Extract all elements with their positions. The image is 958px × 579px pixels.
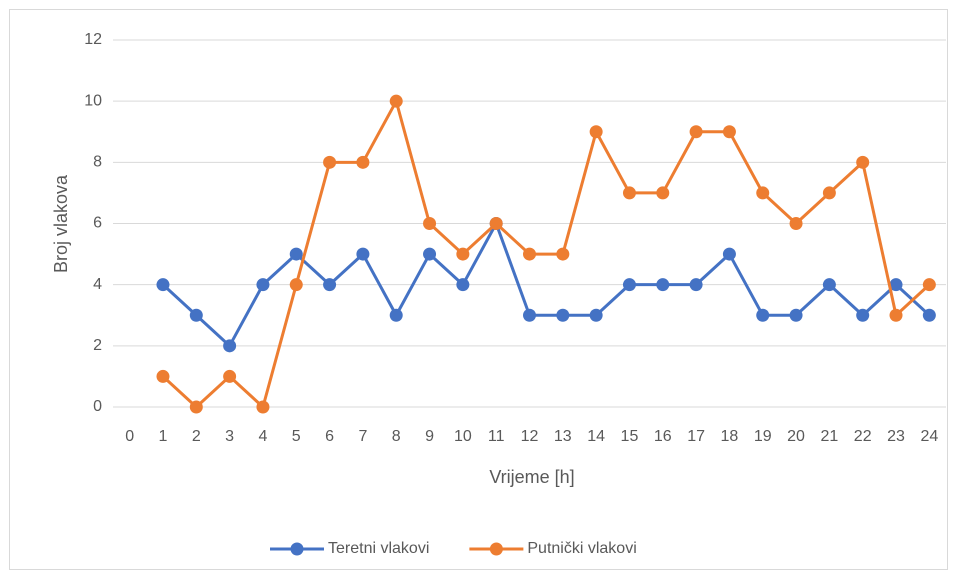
x-tick-label: 2: [192, 428, 201, 445]
data-point: [689, 278, 703, 292]
legend-marker: [290, 542, 304, 556]
data-point: [822, 186, 836, 200]
data-point: [622, 278, 636, 292]
y-tick-label: 10: [84, 92, 102, 109]
data-point: [822, 278, 836, 292]
x-tick-label: 23: [887, 428, 905, 445]
data-point: [289, 247, 303, 261]
data-point: [922, 308, 936, 322]
data-point: [789, 308, 803, 322]
data-point: [922, 278, 936, 292]
data-point: [356, 155, 370, 169]
data-point: [756, 186, 770, 200]
y-tick-label: 8: [93, 154, 102, 171]
data-point: [223, 339, 237, 353]
data-point: [156, 369, 170, 383]
data-point: [556, 308, 570, 322]
x-tick-label: 1: [159, 428, 168, 445]
x-tick-label: 14: [587, 428, 605, 445]
x-axis-title: Vrijeme [h]: [489, 467, 574, 487]
x-tick-label: 10: [454, 428, 472, 445]
series-line: [161, 222, 931, 348]
x-tick-label: 24: [920, 428, 938, 445]
y-axis-title: Broj vlakova: [51, 174, 71, 273]
series-line: [161, 99, 931, 409]
data-point: [456, 247, 470, 261]
legend-label: Putnički vlakovi: [527, 540, 636, 557]
data-point: [622, 186, 636, 200]
data-point: [756, 308, 770, 322]
y-tick-label: 0: [93, 398, 102, 415]
x-tick-label: 3: [225, 428, 234, 445]
data-point: [856, 155, 870, 169]
x-tick-label: 4: [258, 428, 267, 445]
data-point: [689, 125, 703, 139]
data-point: [189, 400, 203, 414]
data-point: [256, 400, 270, 414]
data-point: [523, 308, 536, 322]
data-point: [356, 247, 370, 261]
data-point: [389, 94, 403, 108]
data-point: [722, 125, 736, 139]
data-point: [156, 278, 170, 292]
y-tick-label: 12: [84, 31, 102, 48]
data-point: [589, 125, 603, 139]
data-point: [722, 247, 736, 261]
x-tick-label: 7: [358, 428, 367, 445]
chart-border: [9, 9, 948, 570]
x-tick-label: 18: [721, 428, 739, 445]
data-point: [589, 308, 603, 322]
data-point: [789, 217, 803, 230]
y-tick-label: 2: [93, 337, 102, 354]
data-point: [423, 217, 437, 230]
x-tick-label: 13: [554, 428, 572, 445]
x-tick-label: 0: [125, 428, 134, 445]
data-point: [556, 247, 570, 261]
data-point: [856, 308, 870, 322]
data-point: [656, 278, 670, 292]
x-tick-label: 12: [521, 428, 539, 445]
x-tick-label: 20: [787, 428, 805, 445]
data-point: [523, 247, 536, 261]
y-tick-label: 4: [93, 276, 102, 293]
x-tick-label: 16: [654, 428, 672, 445]
x-tick-label: 5: [292, 428, 301, 445]
data-point: [289, 278, 303, 292]
y-tick-label: 6: [93, 215, 102, 232]
x-tick-label: 6: [325, 428, 334, 445]
x-tick-label: 19: [754, 428, 772, 445]
x-tick-label: 11: [488, 428, 505, 445]
data-point: [656, 186, 670, 200]
data-point: [456, 278, 470, 292]
data-point: [489, 217, 503, 230]
x-tick-label: 9: [425, 428, 434, 445]
data-point: [189, 308, 203, 322]
x-tick-label: 15: [621, 428, 639, 445]
x-tick-label: 21: [820, 428, 838, 445]
x-tick-label: 17: [687, 428, 705, 445]
data-point: [256, 278, 270, 292]
data-point: [423, 247, 437, 261]
legend-label: Teretni vlakovi: [328, 540, 429, 557]
data-point: [323, 278, 337, 292]
data-point: [889, 308, 903, 322]
data-point: [323, 155, 337, 169]
data-point: [223, 369, 237, 383]
legend-marker: [489, 542, 503, 556]
x-tick-label: 8: [392, 428, 401, 445]
data-point: [889, 278, 903, 292]
data-point: [389, 308, 403, 322]
x-tick-label: 22: [854, 428, 872, 445]
